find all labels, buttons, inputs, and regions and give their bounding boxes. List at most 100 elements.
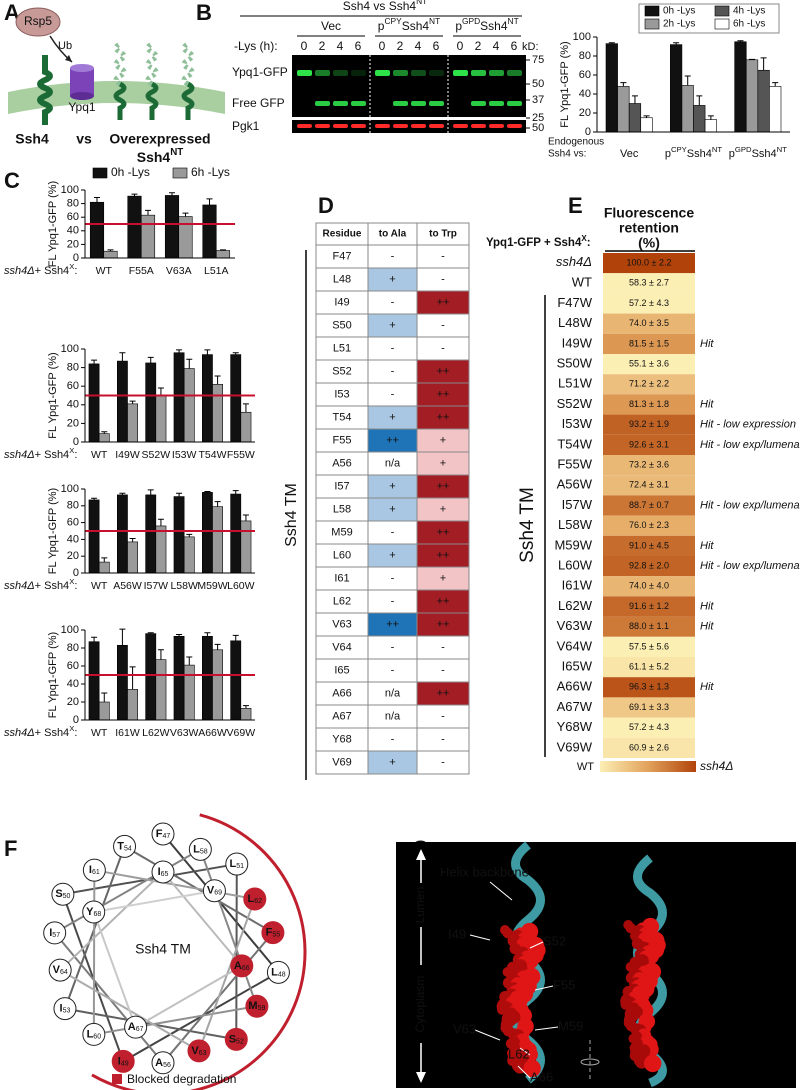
band xyxy=(315,124,330,128)
cell-text: - xyxy=(391,365,395,377)
error-bar xyxy=(176,492,183,497)
leader xyxy=(489,881,513,901)
band xyxy=(471,70,486,76)
group-label-part: CPY xyxy=(384,16,402,26)
error-bar xyxy=(101,692,108,702)
heat-value: 74.0 ± 3.5 xyxy=(629,318,669,328)
hit-note: Hit xyxy=(700,398,714,410)
residue xyxy=(188,837,212,861)
heat-value: 60.9 ± 2.6 xyxy=(629,742,669,752)
bar xyxy=(769,86,782,133)
y-tick-label: 60 xyxy=(579,69,591,81)
row-label: L51W xyxy=(558,376,593,391)
error-bar xyxy=(157,518,164,526)
bar xyxy=(681,85,694,133)
bar xyxy=(734,41,747,133)
y-tick-label: 80 xyxy=(67,500,79,512)
band xyxy=(429,124,444,128)
residue-number: 48 xyxy=(278,971,286,978)
residue-label: L62 xyxy=(248,893,263,905)
marker-label: 37 xyxy=(532,94,544,106)
x-tick-label: F55W xyxy=(227,449,255,461)
residue-label: I61 xyxy=(89,864,100,876)
table-cell xyxy=(416,750,470,775)
residue-label: L51 xyxy=(230,858,245,870)
bar xyxy=(230,640,242,721)
heat-value: 74.0 ± 4.0 xyxy=(629,581,669,591)
legend-swatch xyxy=(714,5,730,17)
band xyxy=(489,124,504,128)
bar xyxy=(145,362,157,443)
band xyxy=(411,101,426,106)
row-label: L58W xyxy=(558,517,593,532)
error-bar xyxy=(186,358,193,369)
leader xyxy=(534,985,554,991)
bar xyxy=(230,493,242,574)
cell-text: - xyxy=(391,733,395,745)
heat-cell xyxy=(603,515,695,536)
residue-letter: M xyxy=(248,1000,257,1012)
residue-number: 53 xyxy=(63,1007,71,1014)
residue-number: 54 xyxy=(124,845,132,852)
heat-cell xyxy=(603,677,695,698)
group-label-part: NT xyxy=(429,16,440,26)
bar xyxy=(117,494,128,574)
side-label: Ssh4 TM xyxy=(283,483,300,547)
blot-title-part: Ssh4 vs Ssh4 xyxy=(343,0,417,13)
bar xyxy=(212,649,223,721)
heat-cell xyxy=(603,414,695,435)
x-tick-label: A66W xyxy=(198,727,227,739)
bar xyxy=(89,201,105,259)
cell-text: + xyxy=(440,572,446,584)
x-tick-label: A56W xyxy=(113,580,142,592)
heat-title: Fluorescence xyxy=(604,205,694,221)
residue-letter: V xyxy=(207,885,215,897)
residue-number: 61 xyxy=(92,869,100,876)
heat-cell xyxy=(603,434,695,455)
row-label: L48W xyxy=(558,315,593,330)
cytoplasm-label: Cytoplasm xyxy=(413,976,427,1033)
residue-callout: V63 xyxy=(453,1021,476,1036)
cell-text: ++ xyxy=(437,618,450,630)
heat-value: 92.6 ± 3.1 xyxy=(629,439,669,449)
heat-cell xyxy=(603,333,695,354)
heat-header-part: : xyxy=(587,237,591,249)
y-tick-label: 0 xyxy=(73,436,79,448)
residue-number: 51 xyxy=(236,863,244,870)
rsp5-shape xyxy=(15,7,61,37)
heat-value: 57.5 ± 5.6 xyxy=(629,641,669,651)
x-tick-label: V63W xyxy=(170,727,199,739)
residue-label: F47 xyxy=(156,828,171,840)
bar xyxy=(173,496,185,574)
y-tick-label: 80 xyxy=(67,642,79,654)
error-bar xyxy=(145,209,151,216)
bar xyxy=(145,633,157,721)
blocked-arc xyxy=(91,813,307,1090)
lane-label: 4 xyxy=(415,39,422,53)
heat-header: Ypq1-GFP + Ssh4X: xyxy=(486,234,591,249)
row-label: I49W xyxy=(562,335,593,350)
cell-text: ++ xyxy=(386,434,399,446)
panel-label: A xyxy=(4,0,20,25)
x-tick-label-part: p xyxy=(665,148,671,160)
cell-text: - xyxy=(391,572,395,584)
x-axis-title-part: X xyxy=(69,724,74,733)
band xyxy=(489,101,504,106)
x-tick-label: pGPDSsh4NT xyxy=(729,145,787,160)
error-bar xyxy=(214,375,221,385)
x-axis-title-part: ssh4Δ xyxy=(4,449,35,461)
y-tick-label: 20 xyxy=(579,107,591,119)
ub-label: Ub xyxy=(58,40,72,52)
panel-label: C xyxy=(4,168,20,193)
row-label: I57W xyxy=(562,497,593,512)
heat-cell xyxy=(603,576,695,597)
residue xyxy=(266,960,290,984)
residue-callout: I49 xyxy=(448,926,466,941)
band xyxy=(471,101,486,106)
residue-label: V63 xyxy=(191,1045,206,1057)
cell-text: ++ xyxy=(386,618,399,630)
cell-text: I57 xyxy=(334,480,349,492)
cell-text: - xyxy=(441,319,445,331)
row-label: ssh4Δ xyxy=(556,255,592,270)
